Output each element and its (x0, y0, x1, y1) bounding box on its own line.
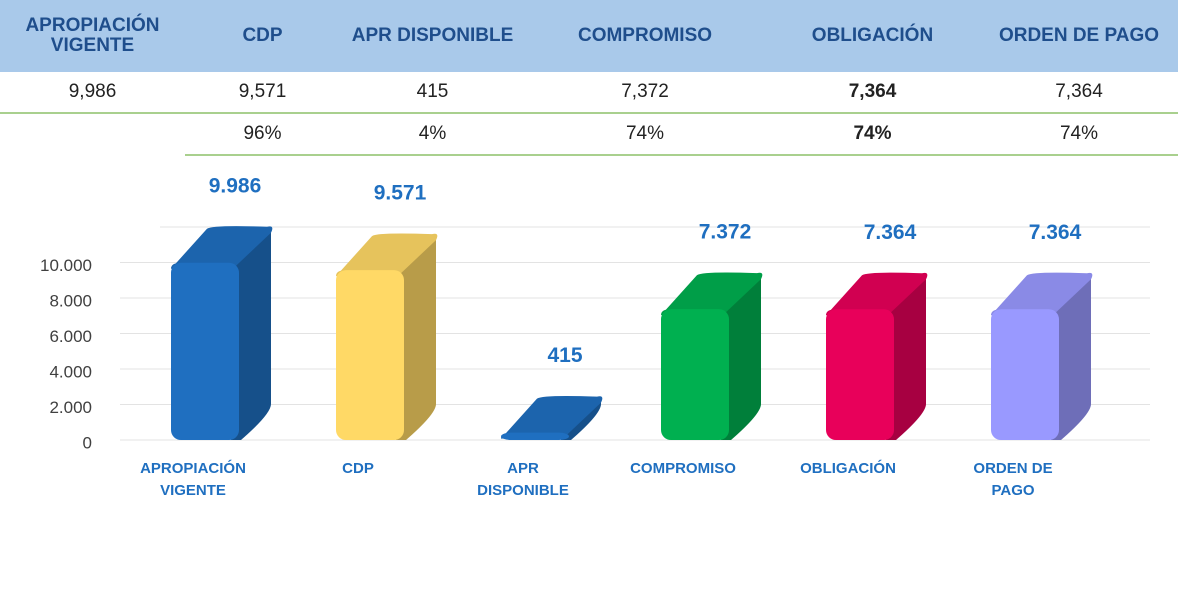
bar-top (826, 272, 928, 316)
x-tick-label: APR DISPONIBLE (477, 460, 569, 499)
value-cell: 9,986 (0, 72, 185, 114)
bar (171, 262, 239, 440)
bar (661, 309, 729, 440)
bar (336, 270, 404, 440)
value-label: 9.986 (209, 174, 262, 197)
y-tick-label: 0 (83, 433, 92, 452)
value-cell: 7,364 (765, 72, 980, 114)
percent-cell: 74% (525, 113, 765, 156)
percent-cell: 4% (340, 113, 525, 156)
bar-side (721, 273, 761, 440)
header-cell: COMPROMISO (525, 0, 765, 72)
bar-side (396, 234, 436, 440)
value-label: 7.372 (699, 221, 752, 244)
x-tick-label: OBLIGACIÓN (800, 460, 896, 477)
percent-cell: 74% (980, 113, 1178, 156)
bar-top (501, 395, 603, 439)
summary-table: APROPIACIÓN VIGENTE CDP APR DISPONIBLE COMP… (0, 0, 1178, 156)
header-cell: APR DISPONIBLE (340, 0, 525, 72)
header-cell: ORDEN DE PAGO (980, 0, 1178, 72)
value-cell: 415 (340, 72, 525, 114)
bar-side (886, 273, 926, 440)
bar (991, 309, 1059, 440)
y-tick-label: 6.000 (49, 327, 92, 346)
bar-top (991, 272, 1093, 316)
value-label: 415 (547, 344, 582, 367)
bar (501, 432, 569, 440)
header-cell: OBLIGACIÓN (765, 0, 980, 72)
y-tick-label: 2.000 (49, 398, 92, 417)
header-row: APROPIACIÓN VIGENTE CDP APR DISPONIBLE COMP… (0, 0, 1178, 72)
x-tick-label: COMPROMISO (630, 460, 736, 477)
y-tick-label: 8.000 (49, 291, 92, 310)
value-label: 7.364 (864, 221, 917, 244)
percent-cell (0, 113, 185, 155)
value-cell: 7,372 (525, 72, 765, 114)
percent-cell: 96% (185, 113, 340, 156)
bar-side (561, 396, 601, 440)
y-tick-label: 4.000 (49, 362, 92, 381)
bar-top (661, 272, 763, 316)
x-tick-label: APROPIACIÓN VIGENTE (140, 460, 246, 499)
percent-cell: 74% (765, 113, 980, 156)
values-row: 9,986 9,571 415 7,372 7,364 7,364 (0, 72, 1178, 114)
bar-top (336, 233, 438, 277)
bar-top (171, 226, 273, 269)
value-label: 9.571 (374, 182, 427, 205)
bar (826, 309, 894, 440)
x-tick-label: ORDEN DE PAGO (973, 460, 1053, 499)
percent-row: 96% 4% 74% 74% 74% (0, 113, 1178, 156)
bar-side (1051, 273, 1091, 440)
header-cell: CDP (185, 0, 340, 72)
x-tick-label: CDP (342, 460, 374, 477)
value-cell: 9,571 (185, 72, 340, 114)
header-cell: APROPIACIÓN VIGENTE (0, 0, 185, 72)
y-tick-label: 10.000 (40, 256, 92, 275)
value-label: 7.364 (1029, 221, 1082, 244)
bar-side (231, 226, 271, 440)
value-cell: 7,364 (980, 72, 1178, 114)
